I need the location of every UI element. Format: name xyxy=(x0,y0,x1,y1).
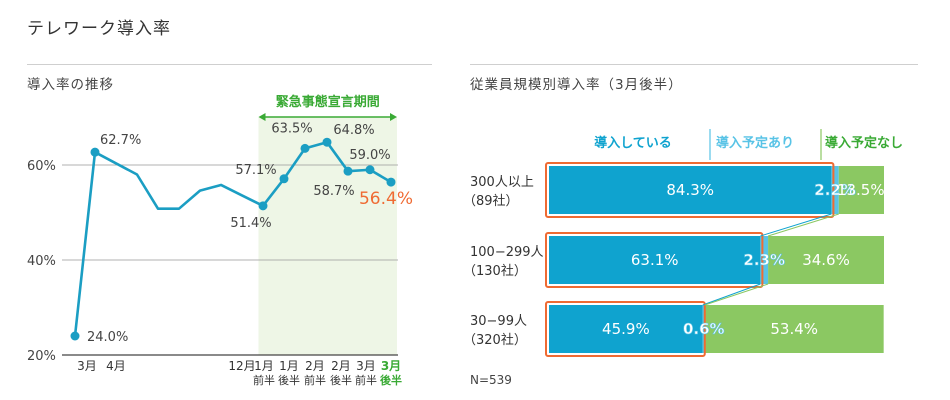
bar-value-label: 53.4% xyxy=(770,320,818,338)
data-label: 63.5% xyxy=(271,121,312,136)
bar-highlight-outline xyxy=(545,301,706,357)
x-tick-label: 1月 xyxy=(254,359,274,373)
data-label: 51.4% xyxy=(230,216,271,231)
bar-segment xyxy=(831,166,839,214)
x-tick-label: 3月 xyxy=(77,359,97,373)
y-tick-label: 60% xyxy=(27,159,56,174)
data-point xyxy=(279,174,289,184)
bar-segment xyxy=(704,305,884,353)
x-tick-sublabel: 後半 xyxy=(330,373,352,387)
data-point xyxy=(365,165,375,175)
data-point xyxy=(322,137,332,147)
x-tick-sublabel: 後半 xyxy=(380,373,402,387)
stacked-bar-chart: 導入している 導入予定あり 導入予定なし 84.3% 2.2%13.5% 300人以上 （8… xyxy=(463,129,903,387)
bar-segment xyxy=(549,305,703,353)
period-arrow-head-left xyxy=(258,113,266,121)
period-arrow-head-right xyxy=(390,113,397,121)
period-band xyxy=(258,117,397,355)
x-tick-label: 12月 xyxy=(228,359,255,373)
y-tick-label: 40% xyxy=(27,254,56,269)
data-point xyxy=(90,147,100,157)
x-tick-label: 1月 xyxy=(279,359,299,373)
data-point xyxy=(70,331,80,341)
series-line xyxy=(73,140,392,337)
data-point xyxy=(343,166,353,176)
category-sublabel: （130社） xyxy=(463,263,527,279)
bar-segment xyxy=(549,166,832,214)
bar-value-label: 0.6% xyxy=(683,320,725,338)
connector-line xyxy=(767,213,839,237)
data-point xyxy=(300,143,310,153)
data-label: 64.8% xyxy=(333,123,374,138)
bar-value-label: 63.1% xyxy=(631,251,679,269)
bar-value-label: 2.3% xyxy=(743,251,785,269)
x-tick-label: 2月 xyxy=(331,359,351,373)
connector-line xyxy=(702,283,761,306)
period-label: 緊急事態宣言期間 xyxy=(276,94,380,110)
data-label: 57.1% xyxy=(235,163,276,178)
category-sublabel: （320社） xyxy=(463,332,527,348)
line-chart-title: 導入率の推移 xyxy=(27,77,114,93)
sample-size-note: N=539 xyxy=(470,373,512,387)
x-tick-sublabel: 前半 xyxy=(355,373,377,387)
category-label: 30−99人 xyxy=(470,314,527,329)
x-tick-label: 4月 xyxy=(106,359,126,373)
line-chart: 20% 40% 60% 緊急事態宣言期間 24.0% 62.7% 51.4% 57.1% 63.… xyxy=(27,94,413,387)
bar-segment xyxy=(838,166,884,214)
data-label: 56.4% xyxy=(359,189,413,209)
data-label: 59.0% xyxy=(349,148,390,163)
bar-highlight-outline xyxy=(545,162,835,218)
data-label: 58.7% xyxy=(313,184,354,199)
category-label: 300人以上 xyxy=(470,175,534,190)
bar-segment xyxy=(760,236,769,284)
category-label: 100−299人 xyxy=(470,245,544,260)
bar-value-label: 84.3% xyxy=(666,181,714,199)
connector-line xyxy=(704,283,769,306)
data-point xyxy=(386,177,396,187)
bar-value-label: 34.6% xyxy=(802,251,850,269)
bar-highlight-outline xyxy=(545,232,764,288)
line-chart-divider xyxy=(27,64,432,65)
data-label: 24.0% xyxy=(87,330,128,345)
bar-value-label: 45.9% xyxy=(602,320,650,338)
x-tick-label: 3月 xyxy=(356,359,376,373)
bar-value-label: 13.5% xyxy=(837,181,885,199)
bar-chart-title: 従業員規模別導入率（3月後半） xyxy=(470,77,683,93)
data-point xyxy=(258,201,268,211)
connector-line xyxy=(760,213,832,237)
y-tick-label: 20% xyxy=(27,349,56,364)
x-tick-label: 2月 xyxy=(305,359,325,373)
bar-value-label: 2.2% xyxy=(814,181,856,199)
bar-chart-divider xyxy=(470,64,918,65)
data-label: 62.7% xyxy=(100,133,141,148)
series-label: 導入予定あり xyxy=(716,135,794,151)
x-tick-label: 3月 xyxy=(381,359,401,373)
x-tick-sublabel: 前半 xyxy=(253,373,275,387)
category-sublabel: （89社） xyxy=(463,193,519,209)
bar-segment xyxy=(768,236,884,284)
series-label: 導入予定なし xyxy=(825,135,903,151)
series-label: 導入している xyxy=(594,135,672,151)
x-tick-sublabel: 後半 xyxy=(278,373,300,387)
bar-segment xyxy=(549,236,761,284)
page-title: テレワーク導入率 xyxy=(27,19,171,39)
x-tick-sublabel: 前半 xyxy=(304,373,326,387)
